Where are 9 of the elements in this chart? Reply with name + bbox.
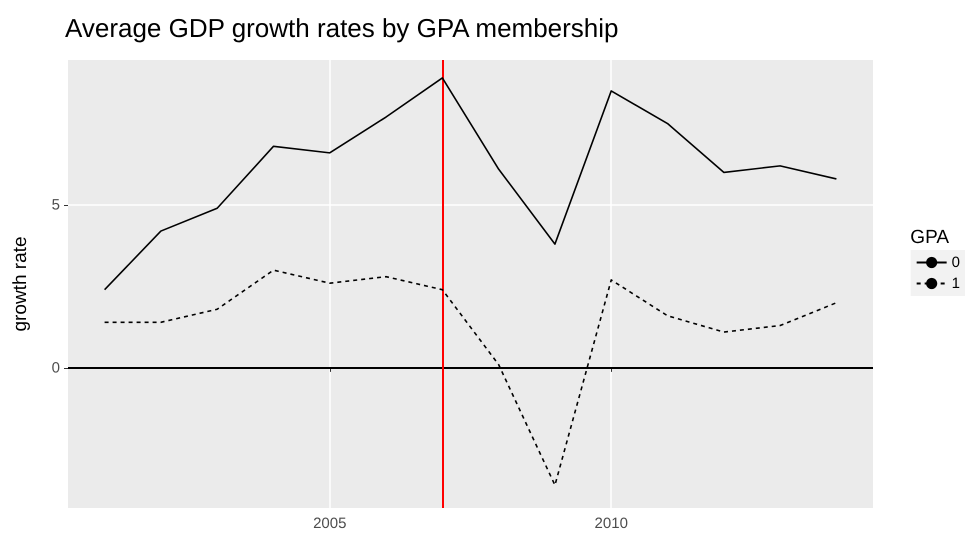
- legend-label: 0: [952, 254, 960, 271]
- legend-label: 1: [952, 275, 960, 292]
- y-tick-label: 5: [52, 196, 60, 214]
- line-series: [104, 77, 838, 290]
- x-tick-label: 2005: [313, 515, 346, 532]
- y-axis-title: growth rate: [10, 236, 31, 332]
- chart-title: Average GDP growth rates by GPA membership: [65, 13, 618, 43]
- legend-title: GPA: [910, 227, 950, 248]
- x-tick-label: 2010: [594, 515, 628, 532]
